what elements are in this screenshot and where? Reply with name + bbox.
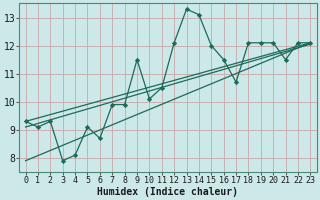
X-axis label: Humidex (Indice chaleur): Humidex (Indice chaleur) [98,186,238,197]
